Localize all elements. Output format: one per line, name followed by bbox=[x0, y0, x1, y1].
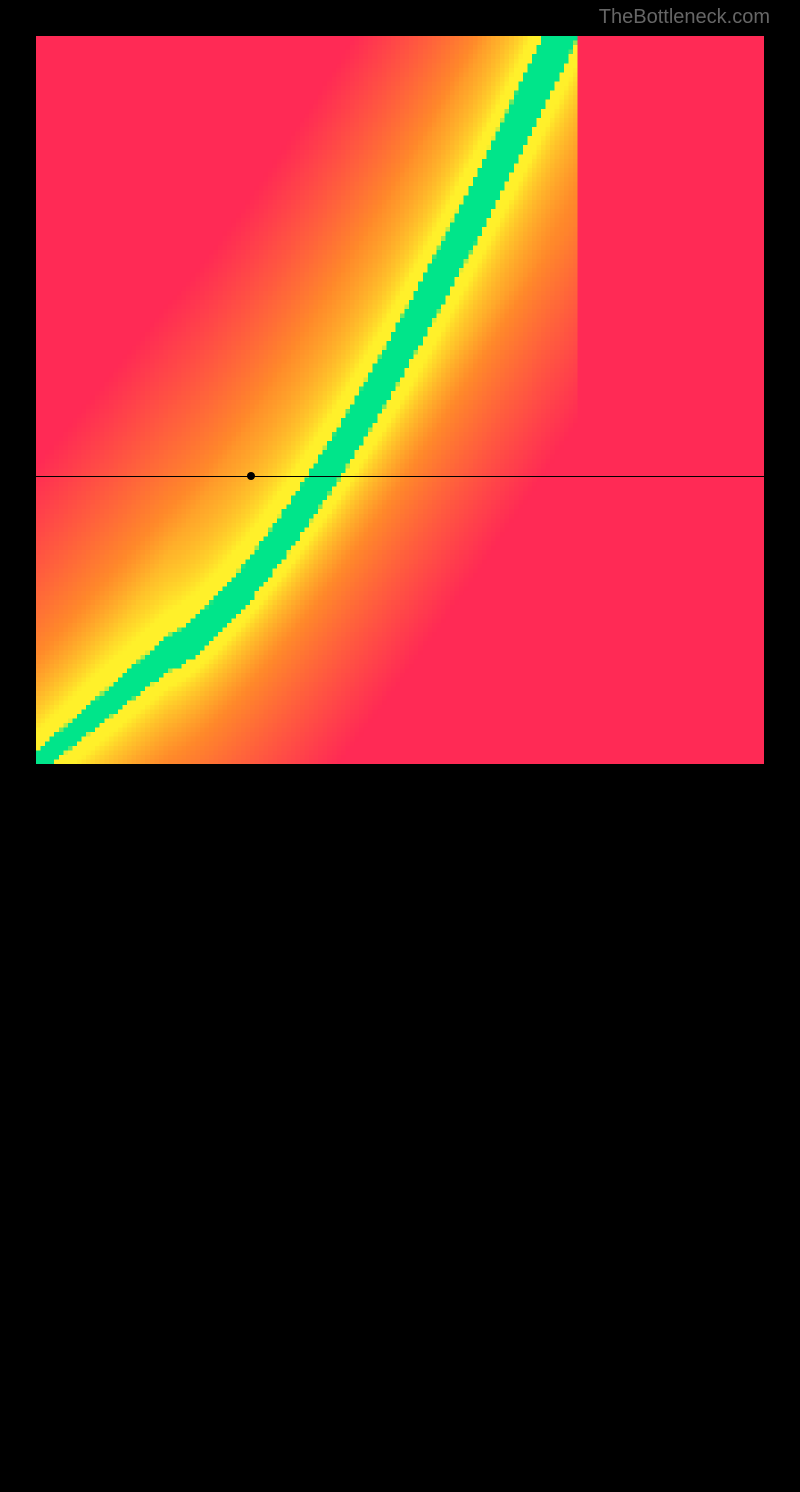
watermark-text: TheBottleneck.com bbox=[599, 6, 770, 29]
bottleneck-heatmap bbox=[36, 36, 764, 764]
plot-area bbox=[36, 36, 764, 764]
crosshair-horizontal bbox=[36, 476, 764, 477]
crosshair-marker bbox=[247, 472, 255, 480]
crosshair-vertical bbox=[251, 764, 252, 1492]
